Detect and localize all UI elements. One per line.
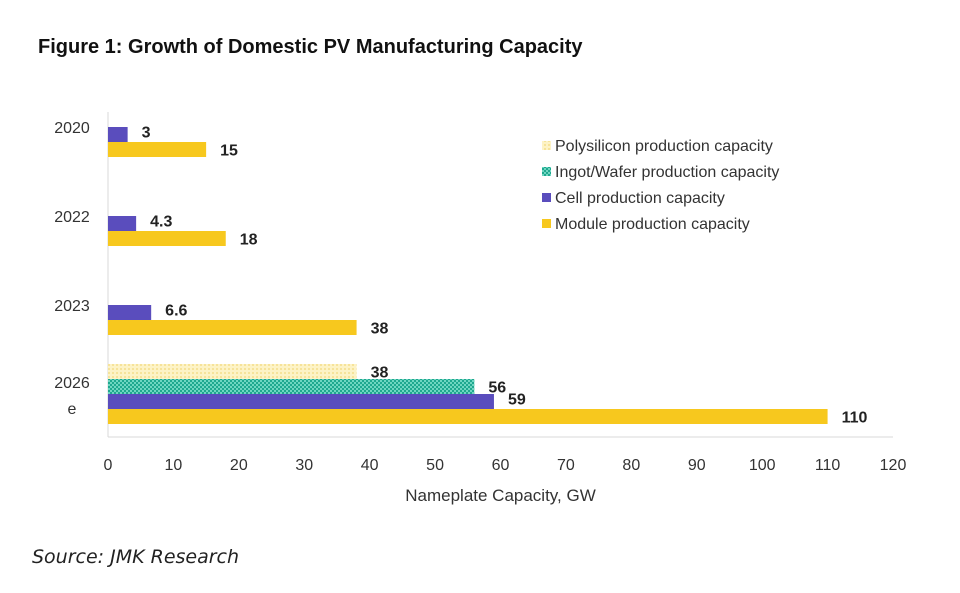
x-tick-label: 30	[295, 457, 313, 474]
x-tick-label: 20	[230, 457, 248, 474]
data-label: 3	[142, 125, 151, 142]
data-label: 59	[508, 392, 526, 409]
data-label: 38	[371, 321, 389, 338]
x-tick-label: 50	[426, 457, 444, 474]
x-tick-label: 110	[815, 457, 841, 474]
y-category-label: 2022	[54, 209, 90, 226]
bar	[108, 305, 152, 320]
legend-label: Cell production capacity	[555, 190, 725, 207]
legend-label: Ingot/Wafer production capacity	[555, 164, 779, 181]
bar	[108, 364, 357, 379]
data-label: 38	[371, 365, 389, 382]
x-tick-label: 40	[361, 457, 379, 474]
x-tick-label: 0	[104, 457, 113, 474]
legend-swatch	[542, 193, 551, 202]
bar	[108, 394, 494, 409]
legend-label: Polysilicon production capacity	[555, 138, 773, 155]
data-label: 15	[220, 143, 238, 160]
x-tick-label: 70	[557, 457, 575, 474]
y-category-label: 2020	[54, 120, 90, 137]
bar	[108, 231, 226, 246]
data-label: 18	[240, 232, 258, 249]
data-label: 56	[488, 380, 506, 397]
bar	[108, 216, 137, 231]
chart-title: Figure 1: Growth of Domestic PV Manufact…	[38, 36, 583, 58]
x-tick-label: 10	[165, 457, 183, 474]
bar	[108, 379, 475, 394]
y-category-label: 2026	[54, 375, 90, 392]
x-tick-label: 90	[688, 457, 706, 474]
legend-label: Module production capacity	[555, 216, 750, 233]
y-category-label: e	[68, 401, 77, 418]
source-note: Source: JMK Research	[32, 546, 240, 568]
bar	[108, 409, 828, 424]
y-category-label: 2023	[54, 298, 90, 315]
legend-swatch	[542, 167, 551, 176]
data-label: 4.3	[150, 214, 172, 231]
legend-swatch	[542, 141, 551, 150]
bar	[108, 127, 128, 142]
x-tick-label: 100	[749, 457, 776, 474]
legend-swatch	[542, 219, 551, 228]
plot-area: 0 10 20 30 40 50 60 70 80 90 100 110 120 Nameplate Ca…	[54, 112, 906, 505]
data-label: 110	[842, 410, 868, 427]
x-axis-label: Nameplate Capacity, GW	[405, 486, 596, 505]
bar	[108, 142, 207, 157]
x-tick-label: 120	[880, 457, 907, 474]
data-label: 6.6	[165, 303, 187, 320]
bar	[108, 320, 357, 335]
x-tick-label: 80	[622, 457, 640, 474]
x-tick-label: 60	[492, 457, 510, 474]
